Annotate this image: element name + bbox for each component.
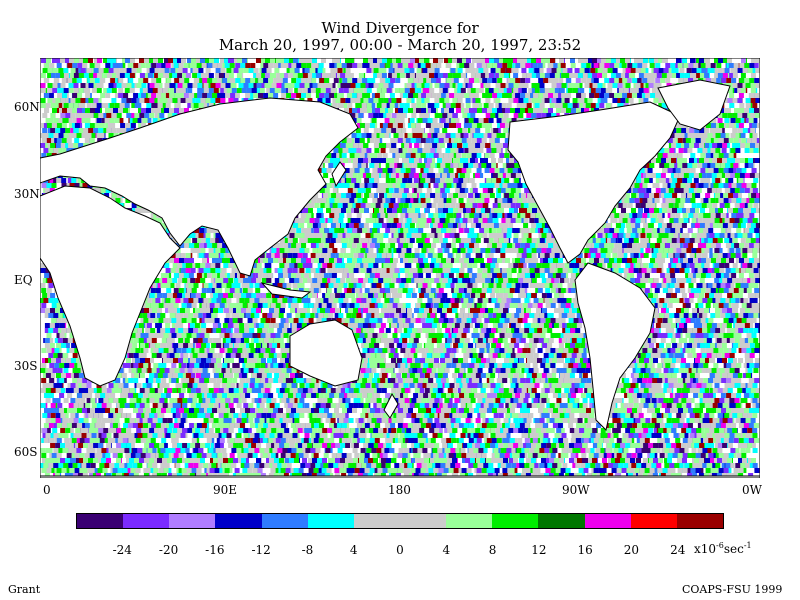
legend-swatch bbox=[492, 514, 539, 528]
legend-swatch bbox=[123, 514, 170, 528]
legend-swatch bbox=[676, 514, 723, 528]
lon-label-0: 0 bbox=[43, 483, 51, 497]
legend-swatch bbox=[584, 514, 631, 528]
units-text: sec bbox=[723, 542, 744, 556]
legend-tick-label: 20 bbox=[623, 543, 640, 557]
map-title-line-2: March 20, 1997, 00:00 - March 20, 1997, … bbox=[218, 36, 582, 54]
units-base: x10 bbox=[694, 542, 717, 556]
legend-tick-label: -16 bbox=[205, 543, 225, 557]
author-credit: Grant bbox=[8, 583, 41, 596]
legend-tick-label: 4 bbox=[349, 543, 358, 557]
legend-swatch bbox=[399, 514, 447, 528]
legend-tick-label: 16 bbox=[577, 543, 593, 557]
legend-swatch bbox=[215, 514, 262, 528]
legend-swatch bbox=[538, 514, 585, 528]
wind-divergence-map bbox=[40, 58, 760, 478]
legend-swatch bbox=[77, 514, 124, 528]
legend-swatch bbox=[353, 514, 400, 528]
units-text-exp: -1 bbox=[743, 541, 752, 550]
legend-swatch bbox=[630, 514, 677, 528]
legend-swatch bbox=[307, 514, 354, 528]
map-title-line-1: Wind Divergence for bbox=[321, 19, 479, 37]
legend-tick-label: 4 bbox=[442, 543, 451, 557]
legend-tick-label: 12 bbox=[531, 543, 547, 557]
legend-tick-label: -8 bbox=[301, 543, 314, 557]
legend-tick-label: -12 bbox=[251, 543, 271, 557]
institution-credit: COAPS-FSU 1999 bbox=[682, 583, 783, 596]
lat-label-eq: EQ bbox=[14, 273, 33, 287]
legend-swatch bbox=[169, 514, 216, 528]
color-legend-bar bbox=[76, 513, 724, 529]
lon-label-0w: 0W bbox=[742, 483, 762, 497]
lat-label-60s: 60S bbox=[14, 445, 38, 459]
legend-tick-label: 0 bbox=[396, 543, 404, 557]
lon-label-90w: 90W bbox=[562, 483, 590, 497]
lat-label-60n: 60N bbox=[14, 100, 40, 114]
legend-units: x10-6sec-1 bbox=[694, 541, 752, 556]
legend-tick-label: 8 bbox=[488, 543, 497, 557]
legend-tick-label: -20 bbox=[158, 543, 179, 557]
legend-swatch bbox=[446, 514, 493, 528]
legend-tick-label: 24 bbox=[670, 543, 686, 557]
units-exp: -6 bbox=[716, 541, 724, 550]
legend-tick-label: -24 bbox=[112, 543, 132, 557]
legend-swatch bbox=[261, 514, 308, 528]
lon-label-90e: 90E bbox=[213, 483, 238, 497]
lon-label-180: 180 bbox=[388, 483, 411, 497]
lat-label-30s: 30S bbox=[14, 359, 38, 373]
lat-label-30n: 30N bbox=[14, 187, 40, 201]
continent-outlines bbox=[40, 79, 760, 478]
